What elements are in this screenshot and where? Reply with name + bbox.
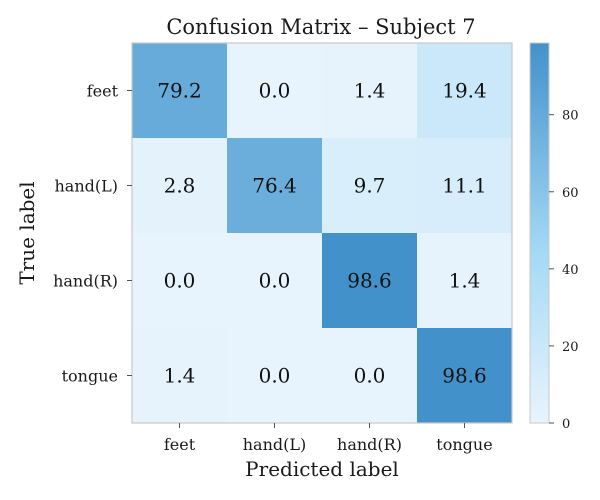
cell-value-label: 98.6 bbox=[442, 364, 487, 388]
heatmap-cell-r0-c2 bbox=[322, 43, 417, 138]
heatmap-cells: 79.2 0.0 1.4 19.4 2.8 76.4 9.7 11.1 0.0 0.0 98.6 1.… bbox=[132, 43, 512, 423]
cell-value-label: 0.0 bbox=[259, 269, 291, 293]
cell-value-label: 0.0 bbox=[259, 79, 291, 103]
colorbar-tick-label: 60 bbox=[562, 186, 579, 201]
colorbar-tick-label: 20 bbox=[562, 340, 579, 355]
y-tick-label: tongue bbox=[62, 367, 118, 386]
heatmap-cell-r1-c3 bbox=[417, 138, 512, 233]
cell-value-label: 98.6 bbox=[347, 269, 392, 293]
x-tick-label: hand(L) bbox=[243, 435, 307, 454]
heatmap-cell-r2-c3 bbox=[417, 233, 512, 328]
heatmap-cell-r3-c1 bbox=[227, 328, 322, 423]
cell-value-label: 76.4 bbox=[252, 174, 297, 198]
x-tick-label: feet bbox=[164, 435, 196, 454]
x-tick-label: tongue bbox=[436, 435, 492, 454]
cell-value-label: 11.1 bbox=[442, 174, 487, 198]
x-axis-label: Predicted label bbox=[245, 457, 399, 481]
heatmap-cell-r0-c3 bbox=[417, 43, 512, 138]
cell-value-label: 19.4 bbox=[442, 79, 487, 103]
y-axis-label: True label bbox=[15, 181, 39, 284]
y-tick-labels: feet hand(L) hand(R) tongue bbox=[53, 82, 132, 386]
colorbar-tick-label: 0 bbox=[562, 417, 570, 432]
heatmap-cell-r3-c3 bbox=[417, 328, 512, 423]
cell-value-label: 9.7 bbox=[354, 174, 386, 198]
cell-value-label: 0.0 bbox=[354, 364, 386, 388]
cell-value-label: 0.0 bbox=[164, 269, 196, 293]
colorbar-tick-label: 80 bbox=[562, 109, 579, 124]
cell-value-label: 1.4 bbox=[354, 79, 386, 103]
heatmap-cell-r2-c2 bbox=[322, 233, 417, 328]
heatmap-cell-r0-c1 bbox=[227, 43, 322, 138]
heatmap-cell-r1-c1 bbox=[227, 138, 322, 233]
cell-value-label: 0.0 bbox=[259, 364, 291, 388]
chart-title: Confusion Matrix – Subject 7 bbox=[166, 15, 475, 39]
heatmap-cell-r3-c2 bbox=[322, 328, 417, 423]
y-tick-label: hand(R) bbox=[53, 272, 118, 291]
heatmap-cell-r1-c2 bbox=[322, 138, 417, 233]
colorbar-ticks: 0 20 40 60 80 bbox=[549, 109, 579, 432]
y-tick-label: hand(L) bbox=[55, 177, 119, 196]
colorbar bbox=[529, 42, 550, 424]
heatmap-cell-r2-c1 bbox=[227, 233, 322, 328]
cell-value-label: 2.8 bbox=[164, 174, 196, 198]
heatmap-cell-r0-c0 bbox=[132, 43, 227, 138]
cell-value-label: 1.4 bbox=[164, 364, 196, 388]
x-tick-labels: feet hand(L) hand(R) tongue bbox=[164, 423, 493, 454]
y-tick-label: feet bbox=[87, 82, 119, 101]
cell-value-label: 79.2 bbox=[157, 79, 202, 103]
heatmap-cell-r2-c0 bbox=[132, 233, 227, 328]
x-tick-label: hand(R) bbox=[337, 435, 402, 454]
heatmap-cell-r3-c0 bbox=[132, 328, 227, 423]
plot-frame bbox=[131, 42, 513, 424]
colorbar-tick-label: 40 bbox=[562, 263, 579, 278]
heatmap-cell-r1-c0 bbox=[132, 138, 227, 233]
cell-value-label: 1.4 bbox=[449, 269, 481, 293]
